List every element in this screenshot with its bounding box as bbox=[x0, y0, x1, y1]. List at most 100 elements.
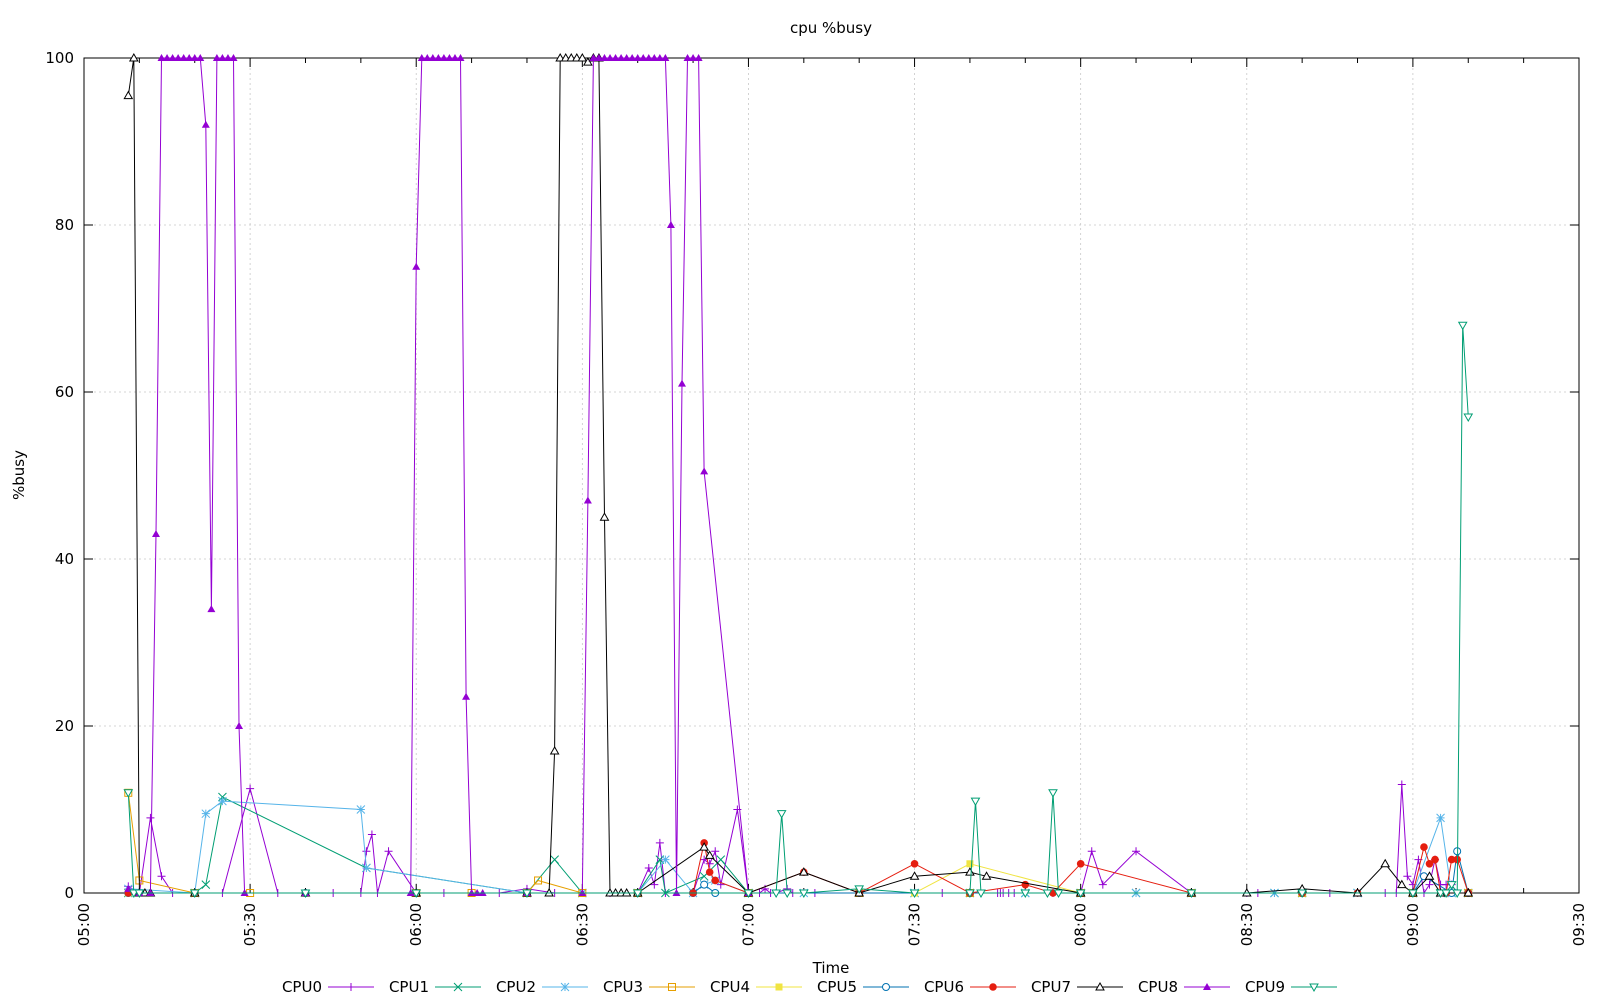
legend-marker bbox=[989, 983, 997, 991]
series-layer bbox=[123, 52, 1474, 899]
data-point-cpu8 bbox=[678, 379, 686, 387]
data-point-cpu9 bbox=[189, 889, 200, 899]
data-point-cpu9 bbox=[1075, 889, 1086, 899]
data-point-cpu8 bbox=[218, 54, 227, 61]
data-point-cpu8 bbox=[201, 120, 210, 128]
legend-marker bbox=[775, 983, 783, 991]
y-tick-label: 60 bbox=[55, 383, 74, 401]
data-point-cpu6 bbox=[1431, 855, 1439, 864]
data-point-cpu1 bbox=[550, 855, 560, 864]
data-point-cpu6 bbox=[1420, 843, 1428, 851]
data-point-cpu0 bbox=[1087, 847, 1096, 856]
data-point-cpu8 bbox=[223, 54, 232, 61]
data-point-cpu8 bbox=[157, 54, 166, 61]
data-point-cpu0 bbox=[1098, 880, 1107, 889]
data-point-cpu9 bbox=[798, 889, 809, 899]
y-tick-label: 0 bbox=[64, 884, 74, 902]
data-point-cpu8 bbox=[666, 221, 675, 228]
data-point-cpu9 bbox=[854, 885, 865, 894]
data-point-cpu8 bbox=[412, 262, 421, 270]
data-point-cpu0 bbox=[146, 813, 155, 822]
data-point-cpu9 bbox=[1297, 889, 1308, 899]
x-tick-label: 07:00 bbox=[739, 903, 757, 946]
data-point-cpu9 bbox=[300, 889, 311, 899]
data-point-cpu9 bbox=[1452, 889, 1463, 899]
data-point-cpu9 bbox=[134, 889, 145, 899]
x-tick-label: 06:30 bbox=[573, 903, 591, 946]
data-point-cpu8 bbox=[179, 54, 188, 61]
data-point-cpu0 bbox=[655, 838, 664, 847]
legend-label: CPU2 bbox=[496, 978, 536, 996]
data-point-cpu8 bbox=[700, 467, 709, 475]
legend-label: CPU5 bbox=[817, 978, 857, 996]
data-point-cpu7 bbox=[909, 871, 920, 880]
legend-marker bbox=[1309, 983, 1319, 993]
data-point-cpu8 bbox=[163, 54, 172, 61]
data-point-cpu0 bbox=[716, 880, 725, 889]
y-axis-label: %busy bbox=[10, 450, 28, 500]
data-point-cpu8 bbox=[689, 54, 698, 61]
data-point-cpu0 bbox=[761, 884, 770, 893]
data-point-cpu9 bbox=[771, 889, 781, 899]
data-point-cpu8 bbox=[617, 54, 626, 61]
y-tick-label: 40 bbox=[55, 550, 74, 568]
series-line-cpu9 bbox=[127, 325, 1469, 895]
series-line-cpu1 bbox=[128, 796, 1469, 894]
data-point-cpu6 bbox=[1447, 855, 1456, 864]
data-point-cpu8 bbox=[650, 54, 659, 61]
data-point-cpu8 bbox=[434, 54, 443, 61]
data-point-cpu2 bbox=[201, 809, 211, 819]
x-tick-label: 07:30 bbox=[906, 903, 924, 946]
series-cpu9 bbox=[123, 321, 1474, 899]
legend-label: CPU8 bbox=[1138, 978, 1178, 996]
x-tick-label: 05:00 bbox=[75, 903, 93, 946]
y-tick-label: 80 bbox=[55, 216, 74, 234]
data-point-cpu7 bbox=[1380, 858, 1391, 868]
legend-marker bbox=[1095, 981, 1105, 991]
data-point-cpu7 bbox=[549, 746, 560, 755]
data-point-cpu0 bbox=[705, 859, 714, 868]
data-point-cpu9 bbox=[1186, 889, 1197, 899]
x-tick-label: 08:30 bbox=[1238, 903, 1256, 946]
chart-title: cpu %busy bbox=[790, 19, 872, 37]
data-point-cpu8 bbox=[229, 54, 238, 61]
series-line-cpu2 bbox=[128, 800, 1469, 894]
grid-lines bbox=[84, 58, 1579, 893]
series-line-cpu5 bbox=[128, 851, 1469, 894]
data-point-cpu8 bbox=[212, 54, 221, 61]
data-point-cpu9 bbox=[1457, 321, 1468, 331]
data-point-cpu8 bbox=[190, 54, 199, 61]
x-tick-label: 09:00 bbox=[1404, 903, 1422, 946]
data-point-cpu2 bbox=[362, 863, 371, 873]
x-axis-label: Time bbox=[812, 959, 850, 977]
data-point-cpu9 bbox=[743, 889, 754, 899]
data-point-cpu8 bbox=[628, 54, 637, 61]
data-point-cpu0 bbox=[157, 872, 166, 881]
legend-marker bbox=[347, 983, 355, 991]
data-point-cpu8 bbox=[661, 54, 670, 61]
data-point-cpu9 bbox=[1408, 889, 1418, 899]
data-point-cpu5 bbox=[700, 880, 709, 889]
data-point-cpu6 bbox=[705, 868, 714, 876]
data-point-cpu7 bbox=[965, 867, 975, 876]
data-point-cpu8 bbox=[606, 54, 615, 61]
data-point-cpu8 bbox=[417, 54, 426, 61]
series-line-cpu0 bbox=[128, 784, 1469, 895]
data-point-cpu8 bbox=[428, 54, 437, 61]
series-cpu8 bbox=[124, 54, 753, 896]
legend-marker bbox=[882, 983, 890, 991]
data-point-cpu9 bbox=[776, 810, 787, 819]
data-point-cpu0 bbox=[367, 830, 376, 839]
data-point-cpu9 bbox=[522, 889, 532, 899]
legend-label: CPU4 bbox=[710, 978, 750, 996]
series-cpu2 bbox=[123, 796, 1473, 898]
data-point-cpu0 bbox=[1403, 872, 1412, 881]
legend-marker bbox=[453, 982, 463, 992]
legend-label: CPU9 bbox=[1245, 978, 1285, 996]
data-point-cpu8 bbox=[207, 605, 216, 613]
series-line-cpu6 bbox=[128, 842, 1469, 894]
data-point-cpu7 bbox=[981, 871, 992, 880]
data-point-cpu7 bbox=[583, 57, 593, 66]
data-point-cpu8 bbox=[151, 529, 160, 537]
y-tick-label: 20 bbox=[55, 717, 74, 735]
